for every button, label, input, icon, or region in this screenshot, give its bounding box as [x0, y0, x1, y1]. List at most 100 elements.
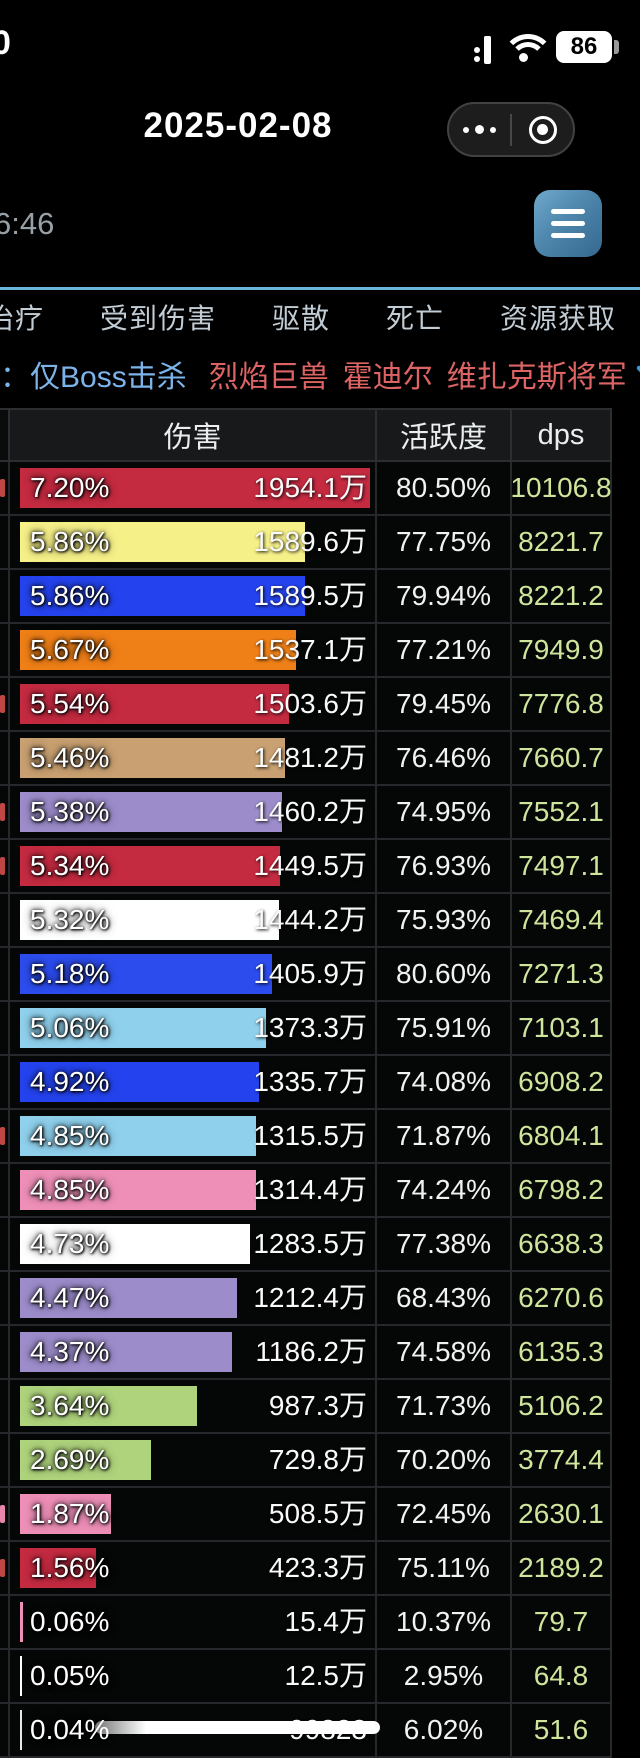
tab-resources[interactable]: 资源获取: [499, 303, 616, 334]
damage-percent: 3.64%: [30, 1390, 110, 1421]
tab-healing[interactable]: 治疗: [0, 303, 45, 334]
table-row[interactable]: 3.64% 987.3万 71.73% 5106.2: [0, 1380, 614, 1434]
table-row[interactable]: 0.05% 12.5万 2.95% 64.8: [0, 1650, 614, 1704]
table-row[interactable]: 7.20% 1954.1万 80.50% 10106.8: [0, 462, 614, 516]
status-clock-fragment: 0: [0, 24, 12, 62]
damage-value: 1373.3万: [253, 1012, 367, 1043]
table-row[interactable]: 4.85% 1315.5万 71.87% 6804.1: [0, 1110, 614, 1164]
table-row[interactable]: 4.73% 1283.5万 77.38% 6638.3: [0, 1218, 614, 1272]
damage-value: 1315.5万: [253, 1120, 367, 1151]
table-row[interactable]: 0.06% 15.4万 10.37% 79.7: [0, 1596, 614, 1650]
horizontal-scrollbar[interactable]: [95, 1721, 380, 1734]
player-name-sliver: [0, 1218, 10, 1272]
table-row[interactable]: 5.46% 1481.2万 76.46% 7660.7: [0, 732, 614, 786]
damage-value: 1589.6万: [253, 526, 367, 557]
damage-cell: 1.87% 508.5万: [10, 1488, 377, 1542]
header-dps[interactable]: dps: [512, 408, 612, 462]
damage-bar: [20, 684, 289, 724]
name-fragment: [0, 695, 5, 713]
dps-value: 7552.1: [512, 786, 612, 840]
activity-value: 74.58%: [377, 1326, 512, 1380]
activity-value: 77.21%: [377, 624, 512, 678]
header-damage[interactable]: 伤害: [10, 408, 377, 462]
table-row[interactable]: 5.06% 1373.3万 75.91% 7103.1: [0, 1002, 614, 1056]
damage-cell: 5.34% 1449.5万: [10, 840, 377, 894]
table-row[interactable]: 1.56% 423.3万 75.11% 2189.2: [0, 1542, 614, 1596]
metric-tabs: 治疗 受到伤害 驱散 死亡 资源获取: [0, 297, 616, 337]
filter-boss-2[interactable]: 霍迪尔: [342, 361, 433, 394]
dps-value: 7271.3: [512, 948, 612, 1002]
damage-value: 1335.7万: [253, 1066, 367, 1097]
table-header: 伤害 活跃度 dps: [0, 408, 614, 462]
chevron-down-icon[interactable]: [635, 364, 640, 384]
table-row[interactable]: 2.69% 729.8万 70.20% 3774.4: [0, 1434, 614, 1488]
dps-value: 6908.2: [512, 1056, 612, 1110]
activity-value: 75.93%: [377, 894, 512, 948]
table-row[interactable]: 5.86% 1589.6万 77.75% 8221.7: [0, 516, 614, 570]
damage-bar: [20, 1386, 197, 1426]
dps-value: 64.8: [512, 1650, 612, 1704]
dps-value: 8221.2: [512, 570, 612, 624]
damage-cell: 5.86% 1589.6万: [10, 516, 377, 570]
activity-value: 80.50%: [377, 462, 512, 516]
damage-bar: [20, 1440, 151, 1480]
more-options-button[interactable]: [449, 104, 510, 155]
tab-damage-taken[interactable]: 受到伤害: [99, 303, 216, 334]
table-row[interactable]: 5.67% 1537.1万 77.21% 7949.9: [0, 624, 614, 678]
table-row[interactable]: 5.86% 1589.5万 79.94% 8221.2: [0, 570, 614, 624]
table-row[interactable]: 4.85% 1314.4万 74.24% 6798.2: [0, 1164, 614, 1218]
damage-percent: 5.86%: [30, 580, 110, 611]
damage-percent: 5.86%: [30, 526, 110, 557]
damage-percent: 7.20%: [30, 472, 110, 503]
table-row[interactable]: 5.18% 1405.9万 80.60% 7271.3: [0, 948, 614, 1002]
filter-boss-only[interactable]: 仅Boss击杀: [30, 361, 187, 394]
tab-dispels[interactable]: 驱散: [271, 303, 330, 334]
table-row[interactable]: 4.47% 1212.4万 68.43% 6270.6: [0, 1272, 614, 1326]
damage-value: 15.4万: [284, 1606, 368, 1637]
damage-bar: [20, 792, 282, 832]
table-row[interactable]: 4.37% 1186.2万 74.58% 6135.3: [0, 1326, 614, 1380]
name-fragment: [0, 1505, 5, 1523]
player-name-sliver: [0, 1434, 10, 1488]
record-circle-icon: [528, 115, 557, 144]
damage-value: 1314.4万: [253, 1174, 367, 1205]
table-row[interactable]: 4.92% 1335.7万 74.08% 6908.2: [0, 1056, 614, 1110]
table-row[interactable]: 5.34% 1449.5万 76.93% 7497.1: [0, 840, 614, 894]
damage-cell: 5.32% 1444.2万: [10, 894, 377, 948]
dps-value: 5106.2: [512, 1380, 612, 1434]
damage-value: 1460.2万: [253, 796, 367, 827]
table-row[interactable]: 5.38% 1460.2万 74.95% 7552.1: [0, 786, 614, 840]
damage-percent: 0.06%: [30, 1606, 110, 1637]
filter-boss-1[interactable]: 烈焰巨兽: [208, 361, 329, 394]
table-row[interactable]: 5.32% 1444.2万 75.93% 7469.4: [0, 894, 614, 948]
exit-button[interactable]: [512, 104, 573, 155]
damage-percent: 5.54%: [30, 688, 110, 719]
name-fragment: [0, 857, 5, 875]
activity-value: 71.73%: [377, 1380, 512, 1434]
player-name-sliver: [0, 462, 10, 516]
damage-value: 1954.1万: [253, 472, 367, 503]
damage-cell: 5.46% 1481.2万: [10, 732, 377, 786]
tab-deaths[interactable]: 死亡: [385, 303, 444, 334]
damage-cell: 7.20% 1954.1万: [10, 462, 377, 516]
table-row[interactable]: 1.87% 508.5万 72.45% 2630.1: [0, 1488, 614, 1542]
miniprogram-capsule[interactable]: [447, 102, 575, 157]
table-body: 7.20% 1954.1万 80.50% 10106.8 5.86% 1589.…: [0, 462, 614, 1758]
damage-percent: 5.06%: [30, 1012, 110, 1043]
damage-cell: 4.85% 1314.4万: [10, 1164, 377, 1218]
page-title: 2025-02-08: [143, 106, 333, 145]
player-name-sliver: [0, 1164, 10, 1218]
damage-percent: 1.87%: [30, 1498, 110, 1529]
activity-value: 68.43%: [377, 1272, 512, 1326]
damage-percent: 5.34%: [30, 850, 110, 881]
damage-bar: [20, 1656, 22, 1696]
table-row[interactable]: 5.54% 1503.6万 79.45% 7776.8: [0, 678, 614, 732]
menu-button[interactable]: [534, 190, 602, 257]
damage-value: 1186.2万: [255, 1336, 367, 1367]
header-activity[interactable]: 活跃度: [377, 408, 512, 462]
filter-boss-3[interactable]: 维扎克斯将军: [446, 361, 627, 394]
damage-value: 1537.1万: [253, 634, 367, 665]
dps-value: 7949.9: [512, 624, 612, 678]
damage-percent: 5.18%: [30, 958, 110, 989]
player-name-sliver: [0, 1272, 10, 1326]
